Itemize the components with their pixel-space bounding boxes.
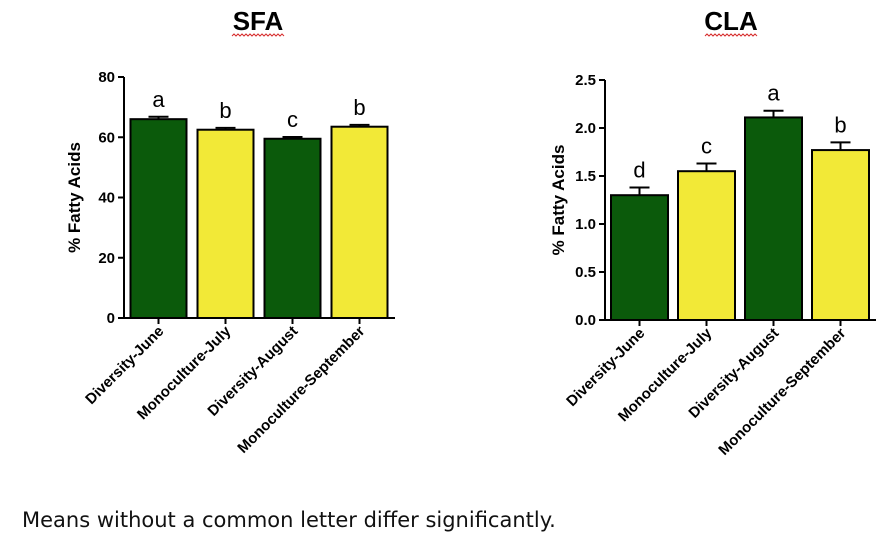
y-axis-label: % Fatty Acids [65, 142, 84, 253]
significance-letter: a [767, 81, 780, 106]
y-axis-label: % Fatty Acids [549, 145, 568, 256]
significance-letter: d [633, 158, 645, 183]
bar-monoculture-july [196, 128, 255, 319]
caption: Means without a common letter differ sig… [22, 508, 556, 532]
bar-monoculture-september [330, 125, 389, 319]
chart-title: SFA [233, 6, 284, 36]
significance-letter: a [152, 87, 165, 112]
bar-diversity-august [263, 137, 322, 319]
y-tick-label: 1.5 [575, 168, 596, 185]
bar-diversity-june [129, 118, 188, 319]
significance-letter: b [219, 98, 231, 123]
title-underline [704, 33, 758, 37]
category-label: Monoculture-September [715, 325, 849, 459]
y-tick-label: 80 [98, 69, 115, 86]
bar-diversity-august [744, 116, 803, 321]
significance-letter: b [834, 112, 846, 137]
y-tick-label: 2.5 [575, 72, 596, 89]
y-tick-label: 0.0 [575, 312, 596, 329]
sfa-chart: SFA% Fatty Acids020406080aDiversity-June… [65, 6, 395, 457]
bar-diversity-june [610, 194, 669, 321]
significance-letter: c [701, 134, 712, 159]
bar-monoculture-september [811, 149, 870, 321]
cla-chart: CLA% Fatty Acids0.00.51.01.52.02.5dDiver… [549, 6, 876, 459]
y-tick-label: 0 [107, 310, 115, 327]
y-tick-label: 2.0 [575, 120, 596, 137]
y-tick-label: 20 [98, 250, 115, 267]
y-tick-label: 40 [98, 190, 115, 207]
title-underline [231, 33, 285, 37]
y-tick-label: 60 [98, 129, 115, 146]
bar-monoculture-july [677, 170, 736, 321]
y-tick-label: 1.0 [575, 216, 596, 233]
significance-letter: b [353, 95, 365, 120]
chart-title: CLA [704, 6, 758, 36]
significance-letter: c [287, 107, 298, 132]
category-label: Monoculture-September [234, 323, 368, 457]
y-tick-label: 0.5 [575, 264, 596, 281]
